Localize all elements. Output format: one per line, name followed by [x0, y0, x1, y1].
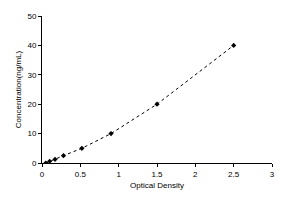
svg-text:Concentration(ng/mL): Concentration(ng/mL) — [14, 50, 23, 128]
svg-text:1: 1 — [116, 170, 121, 179]
svg-text:3: 3 — [270, 170, 275, 179]
svg-text:50: 50 — [27, 12, 36, 21]
svg-text:10: 10 — [27, 129, 36, 138]
svg-text:0: 0 — [32, 159, 37, 168]
svg-text:20: 20 — [27, 100, 36, 109]
svg-text:0.5: 0.5 — [75, 170, 87, 179]
svg-text:2.5: 2.5 — [228, 170, 240, 179]
svg-text:0: 0 — [40, 170, 45, 179]
svg-text:40: 40 — [27, 41, 36, 50]
svg-text:1.5: 1.5 — [151, 170, 163, 179]
svg-text:Optical Density: Optical Density — [130, 181, 184, 190]
svg-text:2: 2 — [193, 170, 198, 179]
svg-text:30: 30 — [27, 71, 36, 80]
